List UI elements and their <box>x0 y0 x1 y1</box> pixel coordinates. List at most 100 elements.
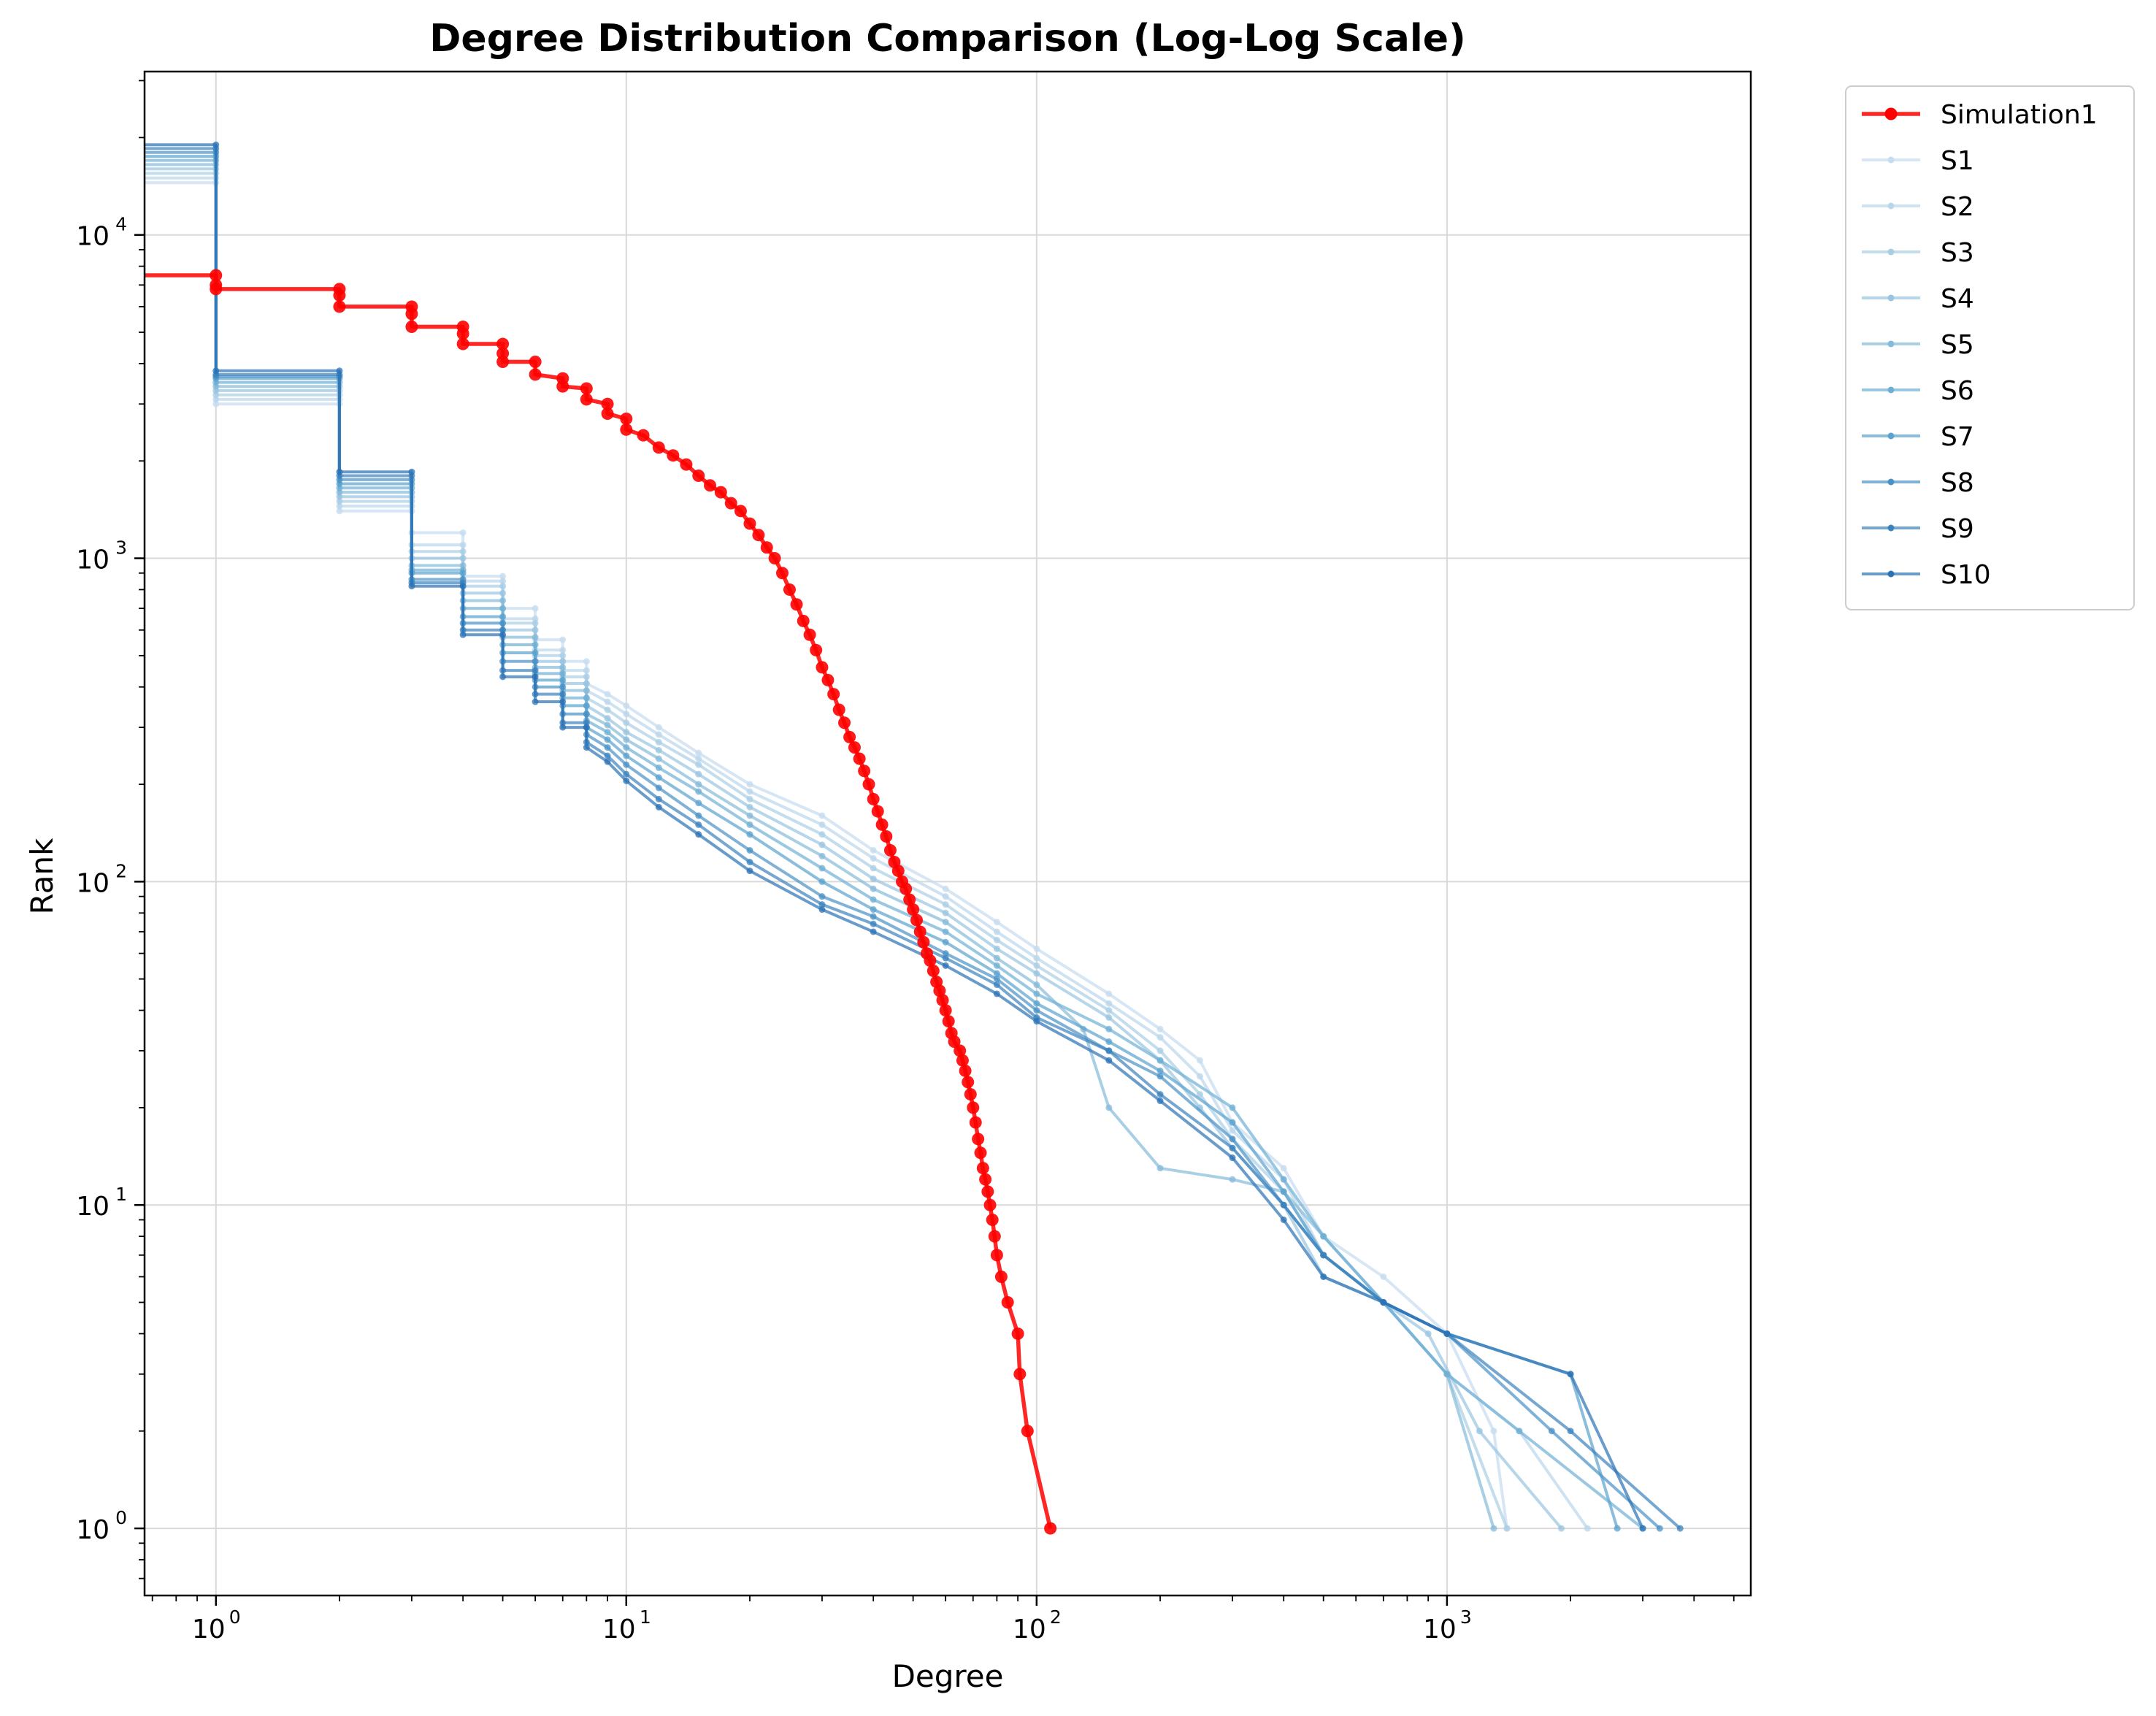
legend-marker-s9 <box>1887 524 1895 532</box>
data-point <box>623 770 630 778</box>
x-tick-label-3: 10 <box>1423 1615 1457 1644</box>
data-point <box>559 724 567 731</box>
data-point <box>559 652 567 659</box>
data-point <box>870 928 877 935</box>
data-point <box>993 928 1000 935</box>
data-point <box>870 920 877 927</box>
data-point <box>1229 1104 1236 1111</box>
data-point <box>746 821 753 828</box>
data-point <box>942 954 949 962</box>
data-point <box>818 878 826 885</box>
data-point <box>532 673 539 681</box>
x-tick-exponent-2: 2 <box>1050 1606 1062 1628</box>
data-point <box>924 954 937 967</box>
data-point <box>870 906 877 913</box>
data-point <box>212 400 220 407</box>
data-point <box>948 1035 961 1049</box>
data-point <box>655 795 662 803</box>
data-point <box>532 667 539 674</box>
data-point <box>583 673 590 681</box>
data-point <box>956 1054 969 1067</box>
data-point <box>604 698 611 705</box>
data-point <box>408 583 415 590</box>
data-point <box>532 605 539 612</box>
data-point <box>993 945 1000 952</box>
x-axis-label: Degree <box>892 1658 1004 1694</box>
data-point <box>559 664 567 671</box>
legend-marker-s2 <box>1887 202 1895 210</box>
data-point <box>818 906 826 913</box>
data-point <box>623 710 630 718</box>
data-point <box>1280 1216 1287 1223</box>
data-point <box>993 981 1000 989</box>
data-point <box>818 901 826 908</box>
data-point <box>1614 1525 1621 1532</box>
data-point <box>993 919 1000 926</box>
data-point <box>556 380 569 393</box>
data-point <box>583 667 590 674</box>
data-point <box>655 784 662 792</box>
data-point <box>637 429 650 442</box>
data-point <box>583 724 590 731</box>
data-point <box>1156 1073 1164 1080</box>
x-tick-label-2: 10 <box>1013 1615 1046 1644</box>
data-point <box>942 901 949 908</box>
data-point <box>803 628 816 641</box>
data-point <box>604 721 611 729</box>
data-point <box>1156 1091 1164 1098</box>
data-point <box>880 830 893 843</box>
data-point <box>1197 1073 1204 1080</box>
legend-marker-s8 <box>1887 478 1895 486</box>
data-point <box>408 468 415 475</box>
data-point <box>818 865 826 872</box>
data-point <box>652 441 665 454</box>
data-point <box>1105 1000 1113 1007</box>
data-point <box>746 846 753 854</box>
legend-label-s2: S2 <box>1941 192 1974 222</box>
data-point <box>752 529 765 542</box>
data-point <box>704 479 717 492</box>
data-point <box>1229 1127 1236 1134</box>
data-point <box>818 852 826 859</box>
legend-marker-s4 <box>1887 294 1895 302</box>
data-point <box>499 673 507 681</box>
data-point <box>1229 1144 1236 1152</box>
data-point <box>821 673 835 686</box>
data-point <box>870 913 877 920</box>
data-point <box>972 1133 985 1146</box>
y-axis-label: Rank <box>24 838 60 915</box>
legend-label-s8: S8 <box>1941 468 1974 498</box>
data-point <box>870 846 877 854</box>
data-point <box>695 812 702 819</box>
data-point <box>974 1146 987 1160</box>
data-point <box>459 562 467 569</box>
data-point <box>604 691 611 698</box>
grid <box>145 72 1751 1596</box>
data-point <box>838 716 851 729</box>
data-point <box>1229 1119 1236 1126</box>
data-point <box>1424 1330 1432 1337</box>
data-point <box>790 598 803 611</box>
data-point <box>559 658 567 665</box>
data-point <box>1280 1188 1287 1195</box>
data-point <box>623 736 630 743</box>
data-point <box>746 803 753 811</box>
data-point <box>1105 1025 1113 1033</box>
legend-marker-s1 <box>1887 156 1895 164</box>
data-point <box>818 841 826 849</box>
data-point <box>499 605 507 612</box>
data-point <box>655 803 662 811</box>
data-point <box>499 583 507 590</box>
data-point <box>532 634 539 641</box>
data-point <box>459 548 467 555</box>
legend-label-s10: S10 <box>1941 560 1991 590</box>
data-point <box>499 619 507 627</box>
data-point <box>867 792 880 805</box>
data-point <box>604 744 611 751</box>
data-point <box>783 583 796 596</box>
x-tick-exponent-3: 3 <box>1460 1606 1472 1628</box>
data-point <box>983 1198 997 1211</box>
data-point <box>1105 1007 1113 1014</box>
data-point <box>499 572 507 580</box>
